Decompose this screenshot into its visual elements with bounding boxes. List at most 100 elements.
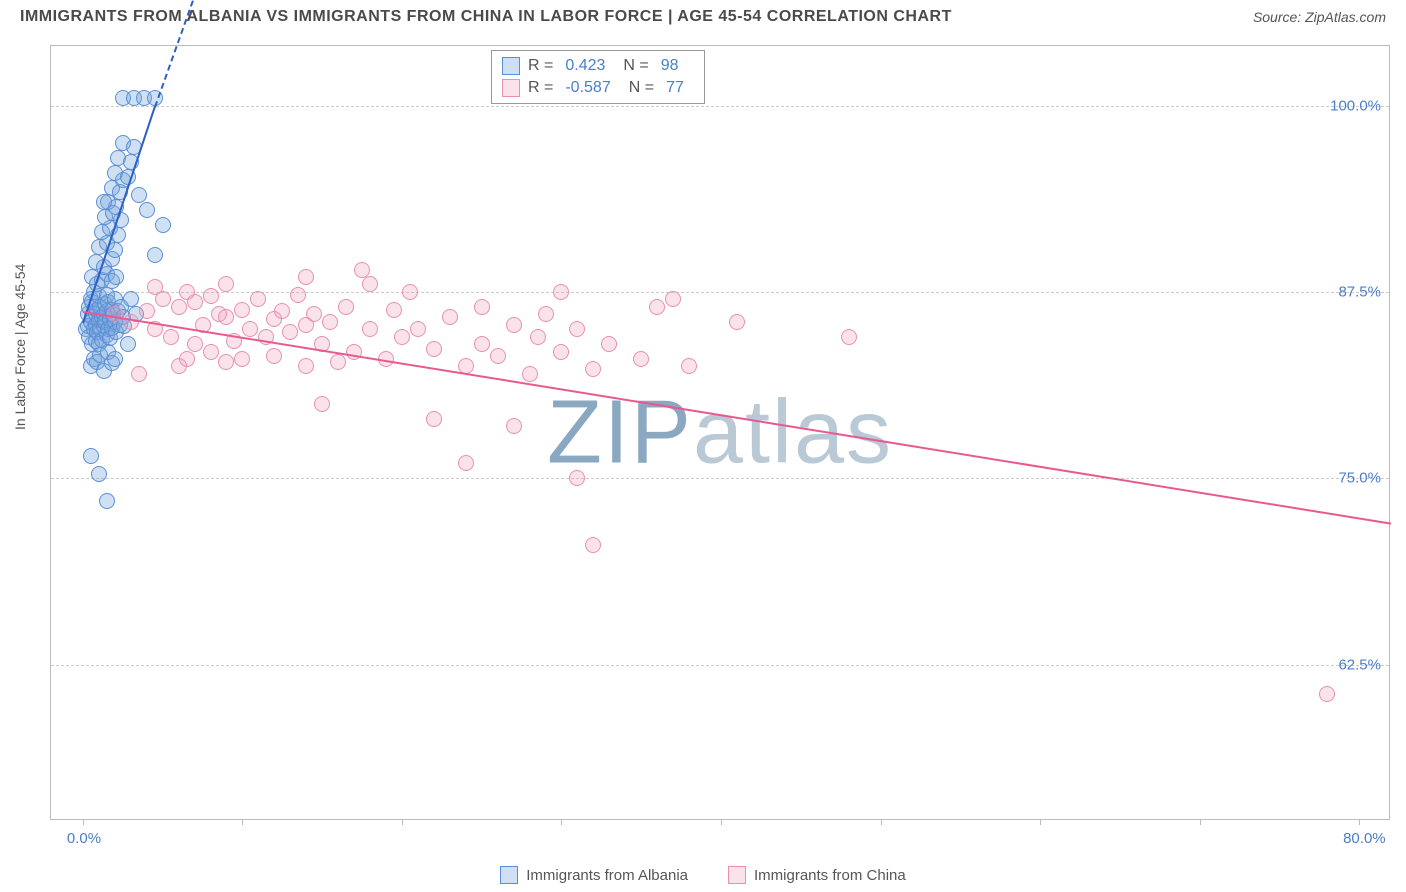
series-legend: Immigrants from Albania Immigrants from C… bbox=[0, 866, 1406, 884]
data-point bbox=[569, 470, 585, 486]
data-point bbox=[179, 284, 195, 300]
data-point bbox=[729, 314, 745, 330]
data-point bbox=[458, 455, 474, 471]
data-point bbox=[163, 329, 179, 345]
data-point bbox=[187, 336, 203, 352]
data-point bbox=[91, 466, 107, 482]
x-tick-mark bbox=[721, 819, 722, 825]
x-tick-mark bbox=[881, 819, 882, 825]
y-tick-label: 87.5% bbox=[1338, 283, 1381, 300]
data-point bbox=[139, 202, 155, 218]
data-point bbox=[266, 348, 282, 364]
x-axis-label: 80.0% bbox=[1343, 830, 1386, 847]
chart-title: IMMIGRANTS FROM ALBANIA VS IMMIGRANTS FR… bbox=[20, 8, 952, 26]
data-point bbox=[147, 247, 163, 263]
gridline-h bbox=[51, 106, 1389, 107]
legend-row: R = -0.587N = 77 bbox=[502, 77, 694, 99]
data-point bbox=[131, 187, 147, 203]
data-point bbox=[585, 537, 601, 553]
data-point bbox=[426, 341, 442, 357]
data-point bbox=[274, 303, 290, 319]
legend-label: Immigrants from China bbox=[754, 867, 906, 884]
data-point bbox=[841, 329, 857, 345]
data-point bbox=[553, 344, 569, 360]
data-point bbox=[282, 324, 298, 340]
data-point bbox=[522, 366, 538, 382]
data-point bbox=[506, 418, 522, 434]
data-point bbox=[242, 321, 258, 337]
x-tick-mark bbox=[561, 819, 562, 825]
data-point bbox=[179, 351, 195, 367]
data-point bbox=[155, 217, 171, 233]
data-point bbox=[123, 291, 139, 307]
source-label: Source: ZipAtlas.com bbox=[1253, 9, 1386, 25]
data-point bbox=[681, 358, 697, 374]
data-point bbox=[108, 269, 124, 285]
y-tick-label: 62.5% bbox=[1338, 656, 1381, 673]
data-point bbox=[394, 329, 410, 345]
data-point bbox=[585, 361, 601, 377]
data-point bbox=[218, 309, 234, 325]
data-point bbox=[362, 321, 378, 337]
data-point bbox=[1319, 686, 1335, 702]
legend-item: Immigrants from Albania bbox=[500, 866, 688, 884]
legend-label: Immigrants from Albania bbox=[526, 867, 688, 884]
data-point bbox=[330, 354, 346, 370]
data-point bbox=[203, 288, 219, 304]
data-point bbox=[530, 329, 546, 345]
gridline-h bbox=[51, 478, 1389, 479]
y-tick-label: 75.0% bbox=[1338, 470, 1381, 487]
data-point bbox=[649, 299, 665, 315]
data-point bbox=[120, 336, 136, 352]
data-point bbox=[139, 303, 155, 319]
legend-row: R = 0.423N = 98 bbox=[502, 55, 694, 77]
regression-line bbox=[83, 311, 1391, 525]
x-tick-mark bbox=[1200, 819, 1201, 825]
legend-swatch bbox=[728, 866, 746, 884]
data-point bbox=[250, 291, 266, 307]
data-point bbox=[426, 411, 442, 427]
gridline-h bbox=[51, 665, 1389, 666]
data-point bbox=[633, 351, 649, 367]
x-tick-mark bbox=[83, 819, 84, 825]
data-point bbox=[107, 351, 123, 367]
data-point bbox=[83, 448, 99, 464]
data-point bbox=[218, 354, 234, 370]
data-point bbox=[402, 284, 418, 300]
data-point bbox=[234, 302, 250, 318]
data-point bbox=[298, 269, 314, 285]
data-point bbox=[306, 306, 322, 322]
y-axis-label: In Labor Force | Age 45-54 bbox=[12, 264, 28, 430]
data-point bbox=[474, 299, 490, 315]
data-point bbox=[410, 321, 426, 337]
data-point bbox=[234, 351, 250, 367]
data-point bbox=[171, 299, 187, 315]
legend-swatch bbox=[500, 866, 518, 884]
x-tick-mark bbox=[1359, 819, 1360, 825]
data-point bbox=[386, 302, 402, 318]
chart-plot-area: ZIPatlas R = 0.423N = 98R = -0.587N = 77… bbox=[50, 45, 1390, 820]
data-point bbox=[322, 314, 338, 330]
x-axis-label: 0.0% bbox=[67, 830, 101, 847]
data-point bbox=[96, 194, 112, 210]
data-point bbox=[147, 279, 163, 295]
data-point bbox=[131, 366, 147, 382]
data-point bbox=[290, 287, 306, 303]
data-point bbox=[218, 276, 234, 292]
data-point bbox=[665, 291, 681, 307]
data-point bbox=[490, 348, 506, 364]
data-point bbox=[298, 358, 314, 374]
data-point bbox=[538, 306, 554, 322]
x-tick-mark bbox=[402, 819, 403, 825]
data-point bbox=[99, 493, 115, 509]
data-point bbox=[569, 321, 585, 337]
legend-item: Immigrants from China bbox=[728, 866, 906, 884]
legend-swatch bbox=[502, 79, 520, 97]
y-tick-label: 100.0% bbox=[1330, 97, 1381, 114]
data-point bbox=[362, 276, 378, 292]
data-point bbox=[338, 299, 354, 315]
data-point bbox=[354, 262, 370, 278]
correlation-legend: R = 0.423N = 98R = -0.587N = 77 bbox=[491, 50, 705, 104]
data-point bbox=[203, 344, 219, 360]
data-point bbox=[506, 317, 522, 333]
